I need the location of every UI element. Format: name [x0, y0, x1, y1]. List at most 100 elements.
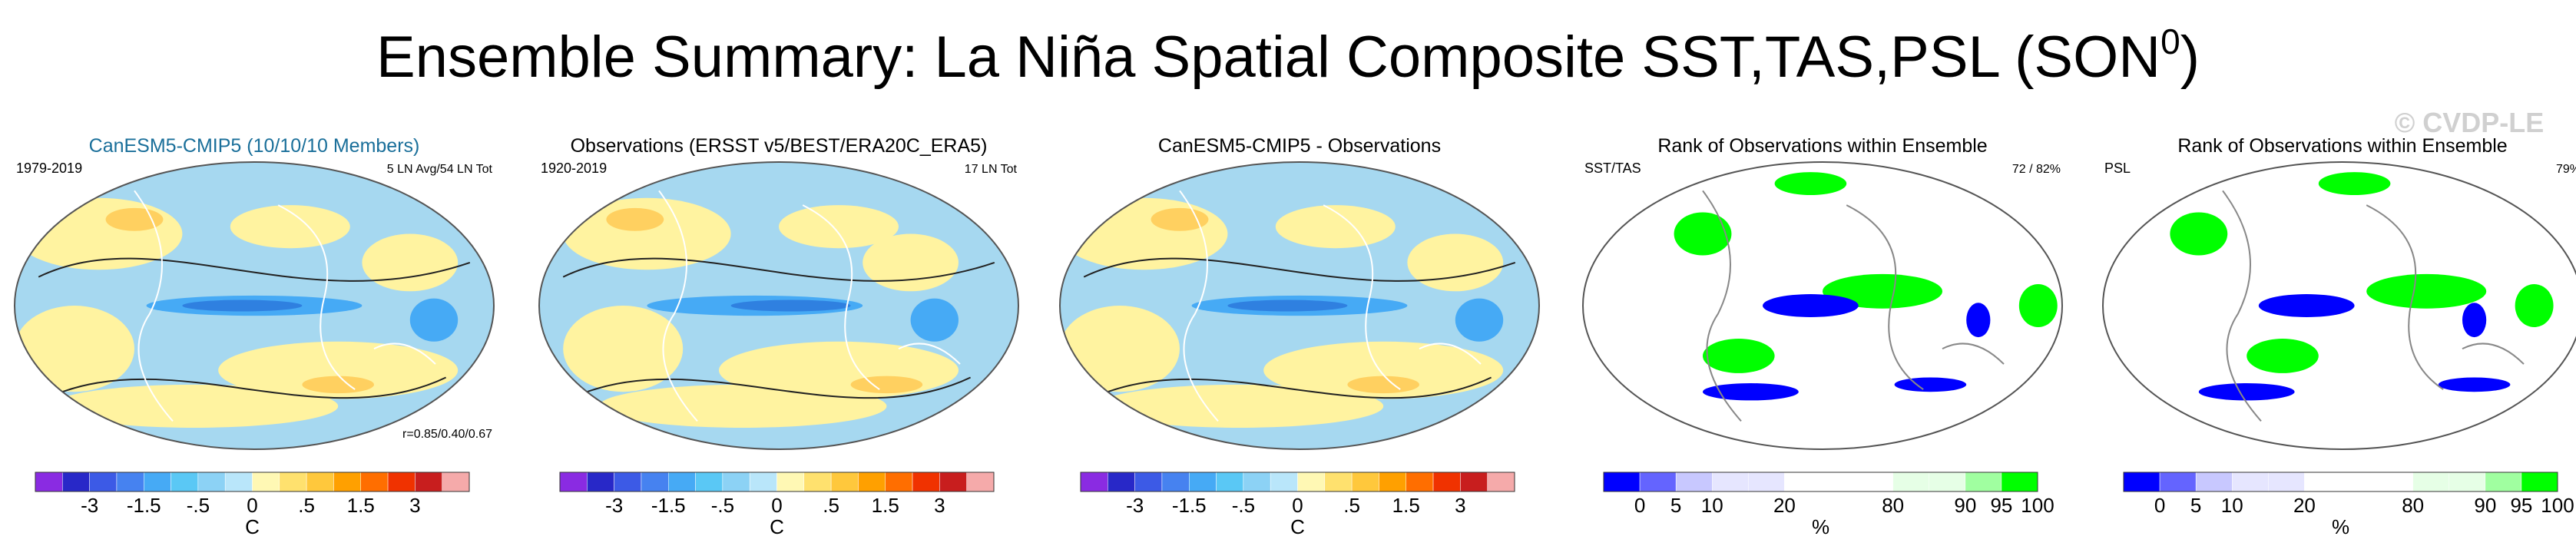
map-region: [218, 341, 459, 399]
colorbar-box: [387, 472, 416, 492]
contour: [38, 257, 471, 282]
colorbar-label: .5: [298, 494, 315, 517]
coastline: [658, 190, 961, 422]
watermark: © CVDP-LE: [2395, 107, 2545, 138]
colorbar-box: [722, 472, 750, 492]
colorbar-label: 1.5: [1392, 494, 1420, 517]
coastline: [1179, 190, 1482, 422]
map-region: [1227, 300, 1348, 312]
colorbar-unit: %: [1812, 515, 1829, 538]
colorbar-label: 20: [2293, 494, 2316, 517]
colorbar-box: [1748, 472, 1785, 492]
colorbar-box: [1297, 472, 1326, 492]
panel-right-label: 72 / 82%: [2012, 163, 2061, 176]
colorbar-box: [2001, 472, 2038, 492]
colorbar-box: [1161, 472, 1190, 492]
colorbar-box: [939, 472, 967, 492]
colorbar-box: [1639, 472, 1677, 492]
colorbar-box: [559, 472, 588, 492]
panel-right-label: 5 LN Avg/54 LN Tot: [387, 163, 493, 176]
colorbar-label: 100: [2541, 494, 2574, 517]
map-region: [1095, 384, 1384, 428]
colorbar-box: [171, 472, 199, 492]
colorbar-box: [1270, 472, 1298, 492]
colorbar-box: [2159, 472, 2197, 492]
map-region: [2247, 339, 2319, 373]
map-region: [15, 306, 134, 392]
colorbar-box: [2268, 472, 2305, 492]
colorbar-box: [803, 472, 832, 492]
contour: [1108, 376, 1492, 399]
map-region: [2258, 294, 2355, 317]
colorbar-label: 95: [2510, 494, 2532, 517]
colorbar-label: 0: [1634, 494, 1645, 517]
map-region: [1763, 294, 1859, 317]
coastline: [2222, 190, 2525, 422]
colorbar-box: [442, 472, 470, 492]
panel-bottom-label: r=0.85/0.40/0.67: [402, 428, 492, 441]
colorbar-box: [197, 472, 226, 492]
panel-title: CanESM5-CMIP5 - Observations: [1158, 135, 1441, 157]
colorbar-box: [333, 472, 361, 492]
colorbar-box: [966, 472, 995, 492]
panel: CanESM5-CMIP5 - Observations -3 -1.5 -.5 0 .5…: [1059, 135, 1540, 538]
contour: [562, 257, 995, 282]
colorbar-label: 5: [1670, 494, 1681, 517]
colorbar-frame: [559, 472, 995, 492]
map-region: [1674, 212, 1732, 256]
colorbar-label: 3: [1455, 494, 1465, 517]
colorbar-box: [2376, 472, 2413, 492]
colorbar-box: [1784, 472, 1821, 492]
colorbar-label: 10: [2221, 494, 2243, 517]
colorbar-box: [1080, 472, 1108, 492]
colorbar-box: [2340, 472, 2377, 492]
colorbar-box: [668, 472, 696, 492]
colorbar-box: [587, 472, 614, 492]
colorbar-box: [1603, 472, 1641, 492]
colorbar-label: 0: [247, 494, 257, 517]
map-region: [1823, 273, 1942, 309]
map-region: [230, 205, 350, 249]
colorbar-box: [1243, 472, 1271, 492]
colorbar-label: 5: [2190, 494, 2201, 517]
colorbar-box: [641, 472, 669, 492]
colorbar-box: [1134, 472, 1163, 492]
colorbar-box: [1675, 472, 1713, 492]
map-region: [362, 233, 459, 292]
colorbar-label: 0: [771, 494, 782, 517]
colorbar-box: [1856, 472, 1893, 492]
colorbar-box: [2232, 472, 2269, 492]
colorbar-box: [1216, 472, 1244, 492]
colorbar-label: 90: [2474, 494, 2496, 517]
colorbar-label: 1.5: [872, 494, 899, 517]
colorbar-label: -3: [1126, 494, 1144, 517]
map: [15, 162, 494, 449]
colorbar-box: [2485, 472, 2522, 492]
colorbar-box: [885, 472, 913, 492]
colorbar-box: [1108, 472, 1135, 492]
colorbar-box: [614, 472, 642, 492]
colorbar-label: 80: [2402, 494, 2424, 517]
colorbar-box: [1892, 472, 1930, 492]
map-region: [606, 207, 664, 231]
map-region: [1347, 376, 1419, 394]
colorbar-unit: %: [2332, 515, 2349, 538]
map-region: [1275, 205, 1396, 249]
panel: Rank of Observations within Ensemble PSL 7…: [2102, 135, 2576, 538]
map-outline: [2102, 161, 2576, 450]
map-region: [1703, 382, 1799, 401]
panel-left-label: 1979-2019: [16, 161, 82, 176]
map-region: [2462, 303, 2487, 338]
colorbar-box: [89, 472, 118, 492]
colorbar-box: [1929, 472, 1966, 492]
colorbar-box: [62, 472, 90, 492]
map-region: [850, 376, 923, 394]
map-region: [2170, 212, 2228, 256]
map-region: [910, 298, 959, 342]
colorbar-box: [2521, 472, 2558, 492]
map: [2103, 162, 2576, 449]
colorbar-box: [830, 472, 859, 492]
colorbar-label: -1.5: [651, 494, 686, 517]
colorbar-frame: [2123, 472, 2558, 492]
figure-title: Ensemble Summary: La Niña Spatial Compos…: [376, 22, 2200, 90]
